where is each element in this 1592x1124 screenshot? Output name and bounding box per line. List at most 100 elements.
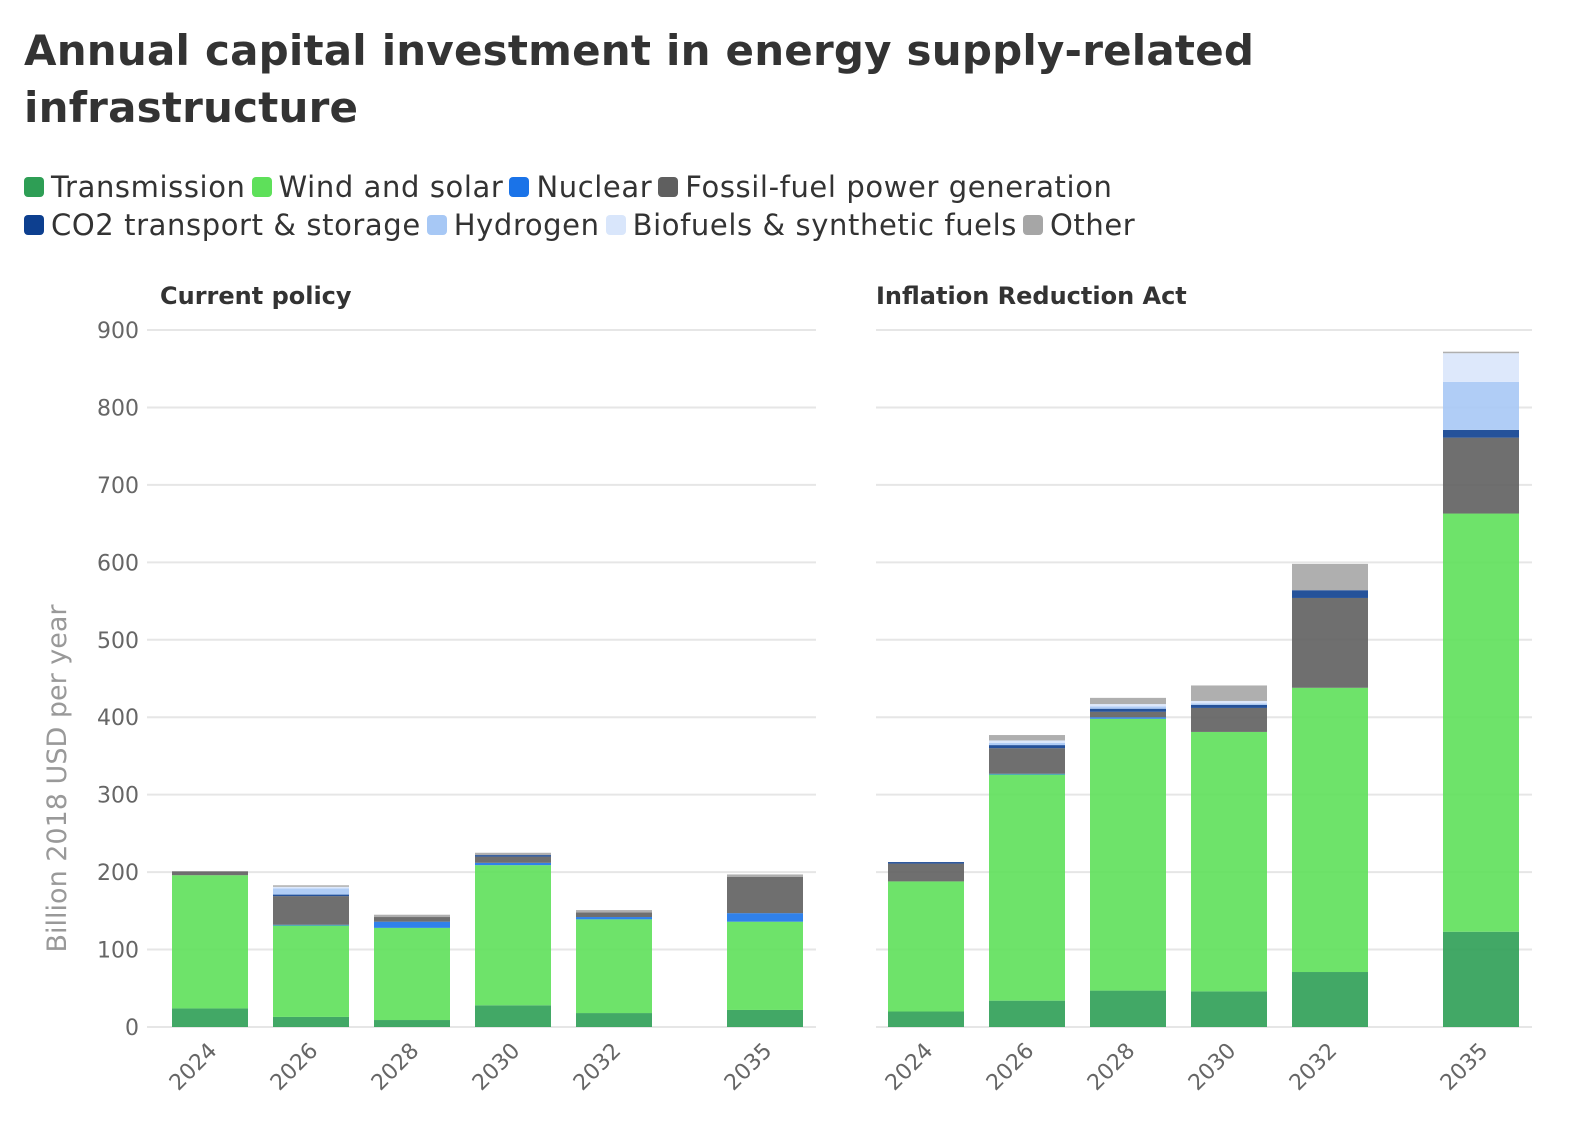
y-tick-label: 200 <box>97 861 139 886</box>
y-tick-label: 300 <box>97 784 139 809</box>
bar-other-2032 <box>1292 563 1368 591</box>
bar-wind-and-solar-2030 <box>475 865 551 1006</box>
legend-item-wind-solar: Wind and solar <box>251 170 504 204</box>
legend-row-1: Transmission Wind and solar Nuclear Foss… <box>24 168 1524 206</box>
bar-hydrogen-2035 <box>1443 381 1519 430</box>
bar-transmission-2035 <box>1443 931 1519 1027</box>
x-tick-label: 2026 <box>982 1039 1039 1096</box>
bar-wind-and-solar-2024 <box>888 881 964 1012</box>
bar-fossil-fuel-power-generation-2028 <box>374 917 450 922</box>
x-tick-label: 2035 <box>1436 1039 1493 1096</box>
bar-wind-and-solar-2035 <box>727 921 803 1010</box>
x-tick-label: 2032 <box>569 1039 626 1096</box>
bar-fossil-fuel-power-generation-2035 <box>727 876 803 914</box>
panel-title: Current policy <box>160 282 352 310</box>
bar-fossil-fuel-power-generation-2030 <box>475 856 551 863</box>
bar-biofuels-synthetic-fuels-2035 <box>1443 353 1519 382</box>
bar-transmission-2030 <box>1191 991 1267 1027</box>
bar-biofuels-synthetic-fuels-2030 <box>1191 700 1267 704</box>
legend-label-wind-solar: Wind and solar <box>278 170 504 204</box>
bar-other-2026 <box>989 735 1065 741</box>
bar-transmission-2030 <box>475 1005 551 1027</box>
bar-fossil-fuel-power-generation-2030 <box>1191 707 1267 732</box>
bar-wind-and-solar-2035 <box>1443 513 1519 932</box>
bar-transmission-2024 <box>172 1008 248 1027</box>
bar-nuclear-2026 <box>989 773 1065 775</box>
bar-other-2028 <box>374 914 450 918</box>
bar-transmission-2035 <box>727 1009 803 1027</box>
bar-transmission-2032 <box>576 1013 652 1027</box>
bar-hydrogen-2030 <box>1191 703 1267 705</box>
y-axis-label: Billion 2018 USD per year <box>42 604 73 953</box>
bar-fossil-fuel-power-generation-2026 <box>989 748 1065 774</box>
bar-fossil-fuel-power-generation-2028 <box>1090 711 1166 718</box>
x-tick-label: 2032 <box>1285 1039 1342 1096</box>
y-tick-label: 400 <box>97 706 139 731</box>
bar-fossil-fuel-power-generation-2035 <box>1443 437 1519 514</box>
legend: Transmission Wind and solar Nuclear Foss… <box>24 168 1524 244</box>
bar-nuclear-2026 <box>273 924 349 926</box>
bar-transmission-2024 <box>888 1011 964 1027</box>
bar-fossil-fuel-power-generation-2024 <box>888 863 964 882</box>
bar-hydrogen-2028 <box>1090 706 1166 709</box>
legend-label-co2: CO2 transport & storage <box>51 208 421 242</box>
legend-item-nuclear: Nuclear <box>509 170 652 204</box>
bar-co2-transport-storage-2024 <box>888 862 964 864</box>
x-tick-label: 2028 <box>1083 1039 1140 1096</box>
bar-fossil-fuel-power-generation-2024 <box>172 871 248 876</box>
legend-swatch-co2 <box>24 215 44 235</box>
bar-co2-transport-storage-2030 <box>1191 704 1267 708</box>
y-tick-label: 600 <box>97 551 139 576</box>
legend-label-biofuels: Biofuels & synthetic fuels <box>632 208 1017 242</box>
panel-title: Inflation Reduction Act <box>876 282 1187 310</box>
bar-co2-transport-storage-2035 <box>1443 429 1519 438</box>
y-tick-label: 700 <box>97 474 139 499</box>
legend-swatch-nuclear <box>509 177 530 197</box>
bar-hydrogen-2026 <box>273 888 349 895</box>
bar-transmission-2026 <box>989 1000 1065 1027</box>
legend-swatch-other <box>1022 215 1043 235</box>
y-tick-label: 0 <box>125 1016 139 1041</box>
bar-wind-and-solar-2028 <box>1090 718 1166 991</box>
x-tick-label: 2024 <box>881 1039 938 1096</box>
bar-wind-and-solar-2024 <box>172 875 248 1009</box>
bar-nuclear-2035 <box>727 913 803 922</box>
y-tick-label: 900 <box>97 319 139 344</box>
bar-wind-and-solar-2028 <box>374 927 450 1021</box>
legend-item-transmission: Transmission <box>24 170 246 204</box>
legend-label-nuclear: Nuclear <box>536 170 653 204</box>
bar-other-2030 <box>475 852 551 856</box>
x-tick-label: 2024 <box>165 1039 222 1096</box>
legend-swatch-hydrogen <box>426 215 447 235</box>
bar-wind-and-solar-2026 <box>273 925 349 1017</box>
bar-wind-and-solar-2030 <box>1191 731 1267 992</box>
bar-biofuels-synthetic-fuels-2026 <box>989 740 1065 743</box>
bar-other-2035 <box>1443 351 1519 354</box>
y-tick-label: 800 <box>97 396 139 421</box>
bar-other-2032 <box>576 910 652 913</box>
x-tick-label: 2026 <box>266 1039 323 1096</box>
bar-other-2030 <box>1191 685 1267 701</box>
bar-nuclear-2028 <box>374 921 450 928</box>
bar-nuclear-2032 <box>576 917 652 920</box>
x-tick-label: 2035 <box>720 1039 777 1096</box>
y-tick-label: 100 <box>97 939 139 964</box>
bar-wind-and-solar-2032 <box>1292 687 1368 973</box>
bar-fossil-fuel-power-generation-2026 <box>273 896 349 925</box>
y-tick-label: 500 <box>97 629 139 654</box>
legend-item-hydrogen: Hydrogen <box>426 208 600 242</box>
bar-other-2035 <box>727 874 803 877</box>
bar-other-2026 <box>273 885 349 887</box>
bar-biofuels-synthetic-fuels-2028 <box>1090 704 1166 707</box>
legend-label-transmission: Transmission <box>51 170 246 204</box>
bar-wind-and-solar-2032 <box>576 919 652 1014</box>
legend-swatch-biofuels <box>605 215 626 235</box>
bar-wind-and-solar-2026 <box>989 774 1065 1001</box>
bar-transmission-2028 <box>374 1020 450 1027</box>
chart-title: Annual capital investment in energy supp… <box>24 26 1255 132</box>
bar-nuclear-2030 <box>475 862 551 866</box>
bar-co2-transport-storage-2032 <box>1292 590 1368 598</box>
legend-item-biofuels: Biofuels & synthetic fuels <box>605 208 1017 242</box>
x-tick-label: 2030 <box>1184 1039 1241 1096</box>
